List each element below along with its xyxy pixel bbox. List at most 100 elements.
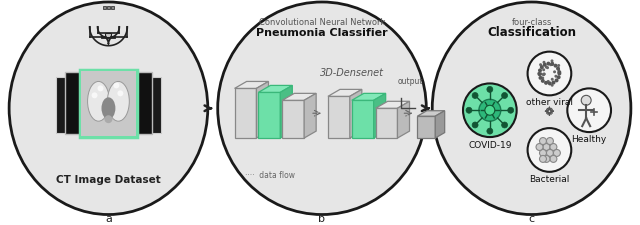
- Circle shape: [502, 122, 508, 128]
- Circle shape: [117, 91, 124, 97]
- Text: CT Image Dataset: CT Image Dataset: [56, 174, 161, 184]
- Circle shape: [557, 76, 561, 80]
- Polygon shape: [374, 94, 386, 138]
- Text: Classification: Classification: [487, 26, 576, 39]
- Circle shape: [551, 79, 554, 81]
- Circle shape: [538, 76, 543, 81]
- Circle shape: [557, 65, 560, 68]
- Ellipse shape: [88, 82, 109, 122]
- Circle shape: [502, 93, 508, 99]
- Text: COVID-19: COVID-19: [468, 140, 511, 149]
- Polygon shape: [376, 102, 410, 109]
- Circle shape: [581, 96, 591, 106]
- Circle shape: [536, 144, 543, 151]
- Circle shape: [540, 138, 547, 145]
- Polygon shape: [259, 93, 280, 138]
- Circle shape: [113, 83, 120, 89]
- Circle shape: [487, 128, 493, 135]
- Circle shape: [552, 81, 556, 85]
- Text: four-class: four-class: [511, 18, 552, 27]
- Circle shape: [543, 63, 547, 68]
- Circle shape: [527, 128, 572, 172]
- Circle shape: [540, 150, 547, 157]
- Circle shape: [540, 73, 543, 76]
- Bar: [107, 7, 110, 10]
- Circle shape: [472, 93, 478, 99]
- Circle shape: [553, 71, 556, 74]
- Circle shape: [554, 150, 561, 157]
- Polygon shape: [350, 90, 362, 138]
- Circle shape: [554, 75, 557, 78]
- Circle shape: [567, 89, 611, 133]
- Circle shape: [542, 74, 545, 77]
- Circle shape: [546, 67, 549, 70]
- Circle shape: [543, 144, 550, 151]
- Circle shape: [550, 84, 554, 87]
- Circle shape: [557, 71, 561, 75]
- Polygon shape: [257, 82, 268, 138]
- Text: c: c: [529, 213, 534, 223]
- Circle shape: [555, 79, 559, 83]
- Circle shape: [539, 64, 542, 67]
- Ellipse shape: [218, 3, 426, 215]
- Text: other viral: other viral: [526, 98, 573, 107]
- Circle shape: [466, 108, 472, 114]
- Circle shape: [543, 73, 546, 76]
- Text: ····  data flow: ···· data flow: [244, 170, 294, 179]
- Ellipse shape: [9, 3, 208, 215]
- Circle shape: [487, 87, 493, 93]
- Circle shape: [472, 122, 478, 128]
- Bar: [106, 34, 111, 38]
- Bar: [111, 7, 114, 10]
- Circle shape: [547, 150, 554, 157]
- Circle shape: [550, 144, 557, 151]
- Circle shape: [540, 156, 547, 163]
- Bar: [140, 78, 161, 133]
- Bar: [103, 7, 106, 10]
- Text: Healthy: Healthy: [572, 135, 607, 144]
- Polygon shape: [328, 97, 350, 138]
- Polygon shape: [417, 117, 435, 138]
- Polygon shape: [417, 111, 445, 117]
- Circle shape: [550, 60, 554, 63]
- Circle shape: [549, 64, 552, 67]
- Circle shape: [508, 108, 514, 114]
- Circle shape: [554, 64, 557, 68]
- Circle shape: [547, 81, 550, 83]
- Text: Bacterial: Bacterial: [529, 174, 570, 183]
- Polygon shape: [397, 102, 410, 138]
- Ellipse shape: [102, 98, 115, 120]
- Text: a: a: [105, 213, 112, 223]
- Circle shape: [557, 69, 560, 72]
- Ellipse shape: [108, 82, 129, 122]
- Polygon shape: [280, 86, 292, 138]
- Circle shape: [556, 67, 560, 71]
- Circle shape: [544, 81, 548, 86]
- Polygon shape: [235, 89, 257, 138]
- Text: Pneumonia Classifier: Pneumonia Classifier: [256, 28, 388, 38]
- Circle shape: [538, 73, 541, 77]
- Polygon shape: [304, 94, 316, 138]
- Polygon shape: [282, 94, 316, 101]
- Circle shape: [97, 86, 104, 92]
- Circle shape: [551, 63, 554, 66]
- Circle shape: [551, 63, 554, 67]
- Bar: [116, 73, 152, 135]
- Text: Convolutional Neural Network: Convolutional Neural Network: [259, 18, 385, 27]
- Bar: [65, 73, 100, 135]
- Bar: [81, 71, 136, 136]
- Circle shape: [550, 63, 554, 67]
- Text: 3D-Densenet: 3D-Densenet: [320, 67, 384, 77]
- Circle shape: [545, 66, 548, 69]
- Circle shape: [548, 82, 552, 86]
- Circle shape: [541, 77, 544, 80]
- Text: b: b: [319, 213, 326, 223]
- Polygon shape: [282, 101, 304, 138]
- Text: output: output: [397, 77, 423, 86]
- Polygon shape: [328, 90, 362, 97]
- Circle shape: [540, 66, 544, 70]
- Polygon shape: [352, 94, 386, 101]
- Polygon shape: [235, 82, 268, 89]
- Circle shape: [485, 106, 495, 116]
- Polygon shape: [259, 86, 292, 93]
